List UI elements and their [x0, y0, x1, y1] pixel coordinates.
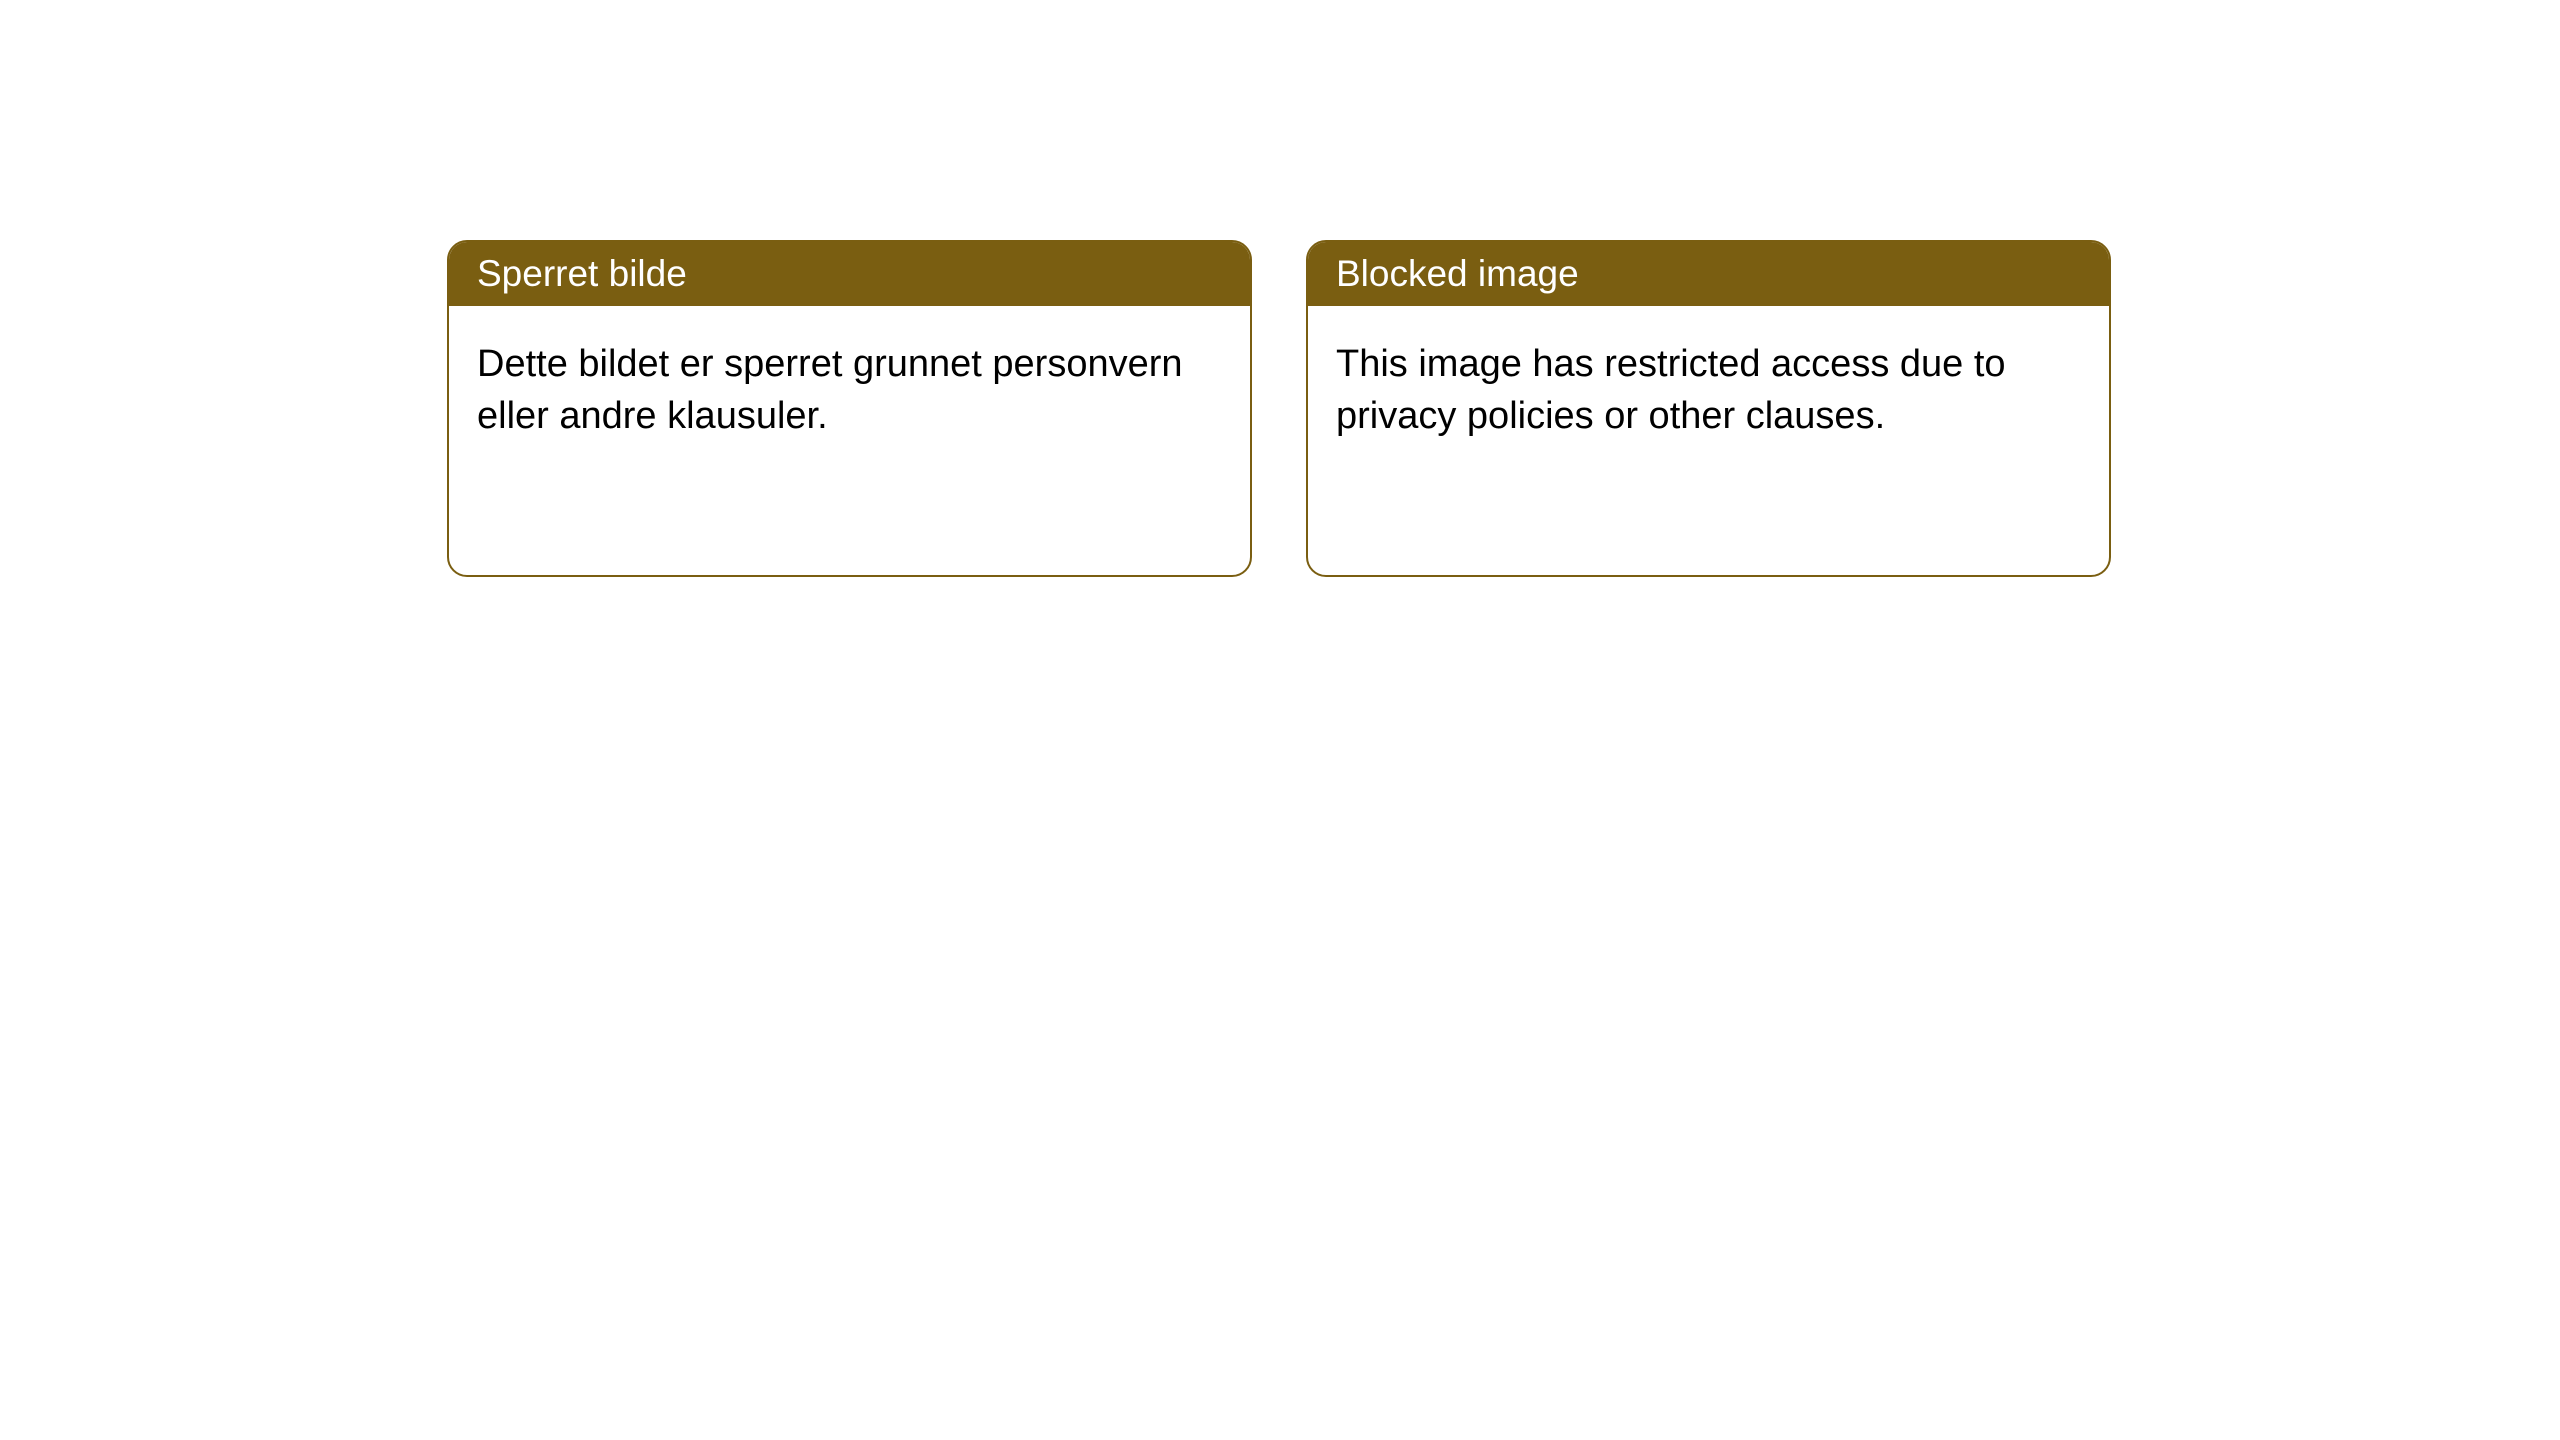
notice-card-english: Blocked image This image has restricted …: [1306, 240, 2111, 577]
notice-header-english: Blocked image: [1308, 242, 2109, 306]
notice-header-norwegian: Sperret bilde: [449, 242, 1250, 306]
notice-body-english: This image has restricted access due to …: [1308, 306, 2109, 474]
notice-container: Sperret bilde Dette bildet er sperret gr…: [0, 0, 2560, 577]
notice-card-norwegian: Sperret bilde Dette bildet er sperret gr…: [447, 240, 1252, 577]
notice-body-norwegian: Dette bildet er sperret grunnet personve…: [449, 306, 1250, 474]
